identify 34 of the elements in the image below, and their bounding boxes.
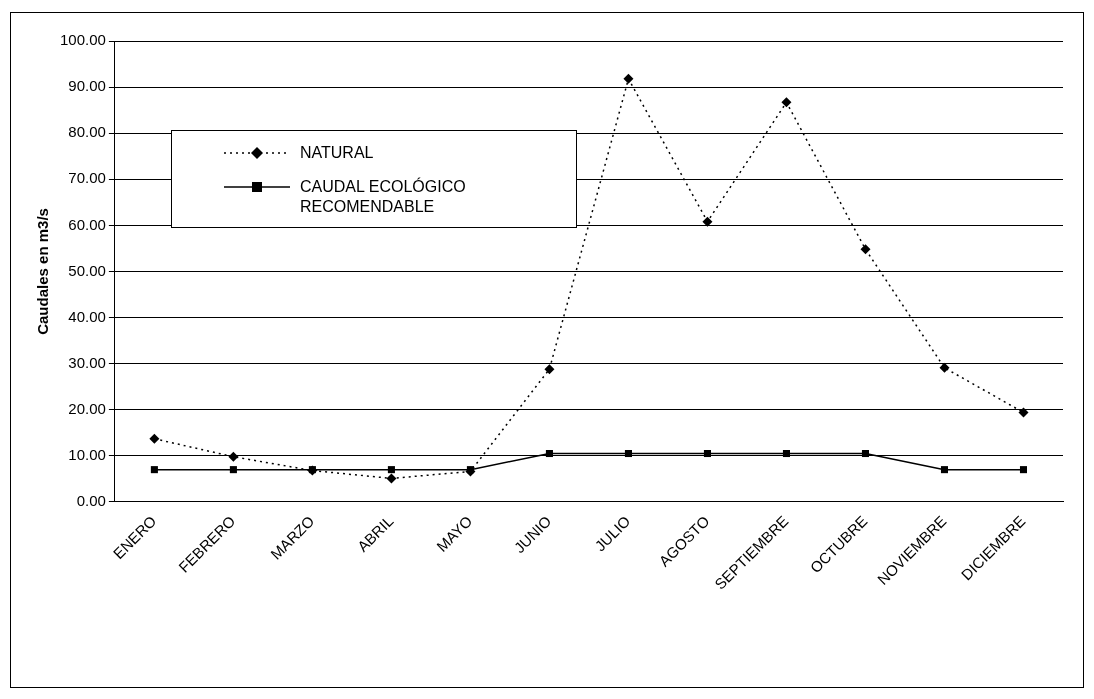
legend-label: NATURAL: [300, 143, 375, 163]
point: [545, 449, 553, 458]
point: [228, 451, 239, 462]
point: [940, 466, 949, 474]
point: [386, 473, 397, 484]
y-tick-label: 10.00: [68, 445, 106, 463]
point: [702, 216, 713, 227]
point: [1018, 407, 1029, 418]
point: [703, 449, 711, 458]
y-tick-label: 80.00: [68, 123, 106, 141]
y-tick-label: 40.00: [68, 307, 106, 325]
y-tick-label: 0.00: [76, 492, 106, 510]
y-tick-label: 30.00: [68, 353, 106, 371]
point: [387, 466, 395, 474]
y-tick-label: 90.00: [68, 77, 106, 95]
y-tick-label: 100.00: [59, 31, 106, 49]
point: [544, 364, 555, 375]
point: [1019, 466, 1028, 474]
point: [782, 449, 790, 458]
legend-label: CAUDAL ECOLÓGICO RECOMENDABLE: [300, 177, 467, 217]
point: [149, 433, 160, 444]
point: [939, 362, 950, 373]
point: [781, 97, 792, 108]
point: [229, 466, 237, 474]
y-tick-label: 70.00: [68, 169, 106, 187]
y-tick-label: 50.00: [68, 261, 106, 279]
point: [624, 449, 632, 458]
point: [623, 73, 634, 84]
y-tick-label: 20.00: [68, 399, 106, 417]
y-tick-label: 60.00: [68, 215, 106, 233]
point: [861, 449, 870, 458]
y-axis-title: Caudales en m3/s: [34, 208, 52, 335]
point: [150, 466, 158, 474]
point: [860, 244, 871, 255]
